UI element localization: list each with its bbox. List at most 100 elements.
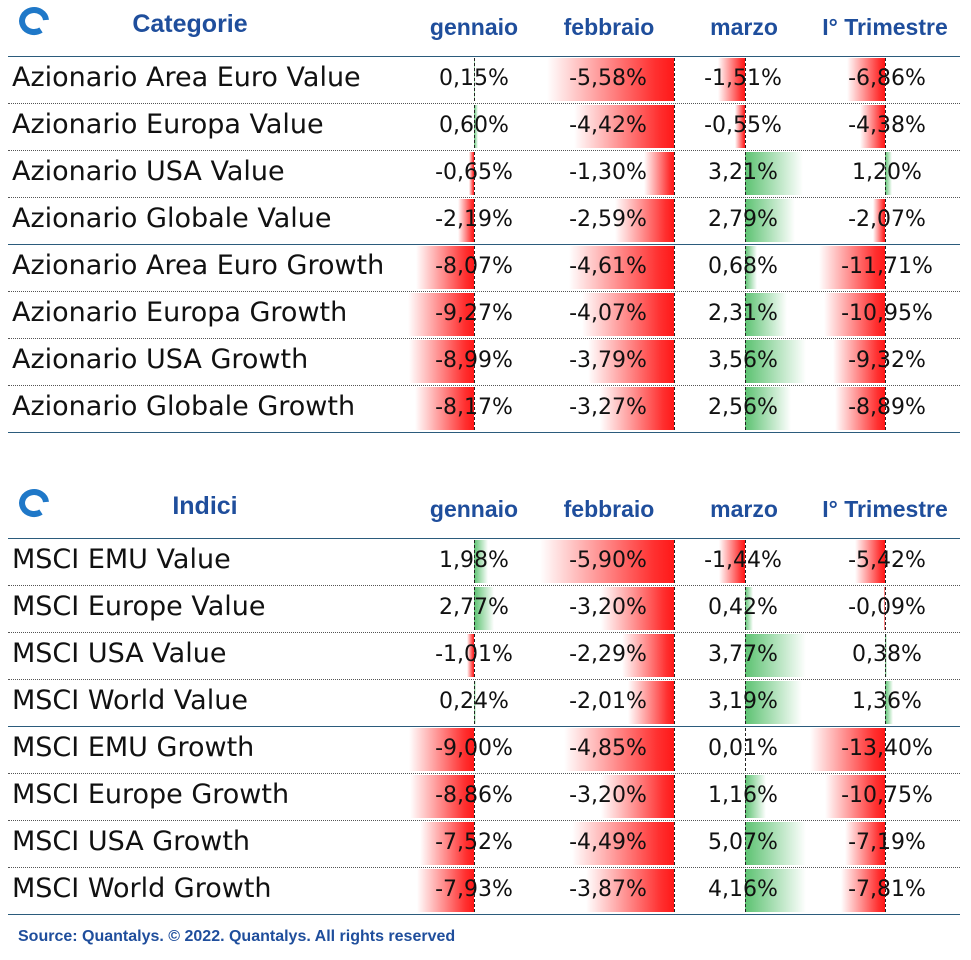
data-label: -6,86% — [848, 66, 926, 91]
column-header-febbraio: febbraio — [563, 496, 655, 522]
zero-axis-line — [885, 634, 886, 677]
data-label: -4,42% — [569, 113, 647, 138]
row-divider — [8, 867, 960, 868]
data-label: 1,98% — [439, 548, 509, 573]
row-label: MSCI USA Value — [12, 638, 227, 669]
data-label: -0,09% — [848, 595, 926, 620]
data-bar — [466, 634, 474, 677]
zero-axis-line — [674, 587, 675, 630]
data-bar — [735, 105, 745, 148]
zero-axis-line — [745, 869, 746, 912]
zero-axis-line — [885, 387, 886, 430]
column-header-marzo: marzo — [710, 496, 778, 522]
zero-axis-line — [674, 540, 675, 583]
data-label: -13,40% — [841, 736, 933, 761]
data-label: 0,24% — [439, 689, 509, 714]
row-label: MSCI World Growth — [12, 873, 272, 904]
data-label: 2,79% — [708, 207, 778, 232]
zero-axis-line — [474, 58, 475, 101]
zero-axis-line — [474, 340, 475, 383]
table-row: MSCI EMU Value 1,98% -5,90% -1,44% -5,42% — [0, 538, 971, 585]
zero-axis-line — [745, 775, 746, 818]
data-label: -9,32% — [848, 348, 926, 373]
zero-axis-line — [745, 340, 746, 383]
data-label: 0,15% — [439, 66, 509, 91]
data-bar — [745, 340, 806, 383]
row-divider — [8, 103, 960, 104]
data-bar — [719, 540, 745, 583]
zero-axis-line — [885, 293, 886, 336]
data-label: -1,44% — [704, 548, 782, 573]
row-divider — [8, 773, 960, 774]
zero-axis-line — [474, 681, 475, 724]
column-header-febbraio: febbraio — [563, 14, 655, 40]
row-divider — [8, 632, 960, 633]
row-divider — [8, 679, 960, 680]
data-bar — [824, 775, 885, 818]
data-bar — [415, 387, 474, 430]
zero-axis-line — [674, 869, 675, 912]
zero-axis-line — [674, 105, 675, 148]
row-label: Azionario Area Euro Value — [12, 62, 361, 93]
row-label: MSCI Europe Value — [12, 591, 266, 622]
data-bar — [873, 199, 885, 242]
table-row: Azionario USA Growth -8,99% -3,79% 3,56% -9,… — [0, 338, 971, 385]
row-divider — [8, 338, 960, 339]
data-label: 2,56% — [708, 395, 778, 420]
table-bottom-border — [8, 432, 960, 433]
zero-axis-line — [885, 58, 886, 101]
row-label: MSCI World Value — [12, 685, 248, 716]
row-label: MSCI EMU Value — [12, 544, 231, 575]
data-label: -7,93% — [435, 877, 513, 902]
row-divider — [8, 820, 960, 821]
zero-axis-line — [474, 869, 475, 912]
data-label: 0,42% — [708, 595, 778, 620]
table-row: MSCI USA Growth -7,52% -4,49% 5,07% -7,19% — [0, 820, 971, 867]
zero-axis-line — [474, 634, 475, 677]
zero-axis-line — [745, 105, 746, 148]
column-header-gennaio: gennaio — [429, 14, 519, 40]
data-bar — [823, 293, 885, 336]
zero-axis-line — [745, 728, 746, 771]
row-label: Azionario USA Growth — [12, 344, 309, 375]
source-footer: Source: Quantalys. © 2022. Quantalys. Al… — [18, 928, 456, 945]
zero-axis-line — [674, 199, 675, 242]
data-label: -10,95% — [841, 301, 933, 326]
data-bar — [860, 105, 885, 148]
zero-axis-line — [674, 387, 675, 430]
table-row: MSCI USA Value -1,01% -2,29% 3,77% 0,38% — [0, 632, 971, 679]
data-label: 3,19% — [708, 689, 778, 714]
indici-table: Indici gennaio febbraio marzo I° Trimest… — [0, 482, 971, 922]
data-label: 1,20% — [852, 160, 922, 185]
data-label: -8,99% — [435, 348, 513, 373]
data-label: 3,77% — [708, 642, 778, 667]
data-label: -3,87% — [569, 877, 647, 902]
data-label: -11,71% — [841, 254, 933, 279]
zero-axis-line — [885, 728, 886, 771]
data-label: -4,38% — [848, 113, 926, 138]
data-label: -7,19% — [848, 830, 926, 855]
zero-axis-line — [885, 775, 886, 818]
zero-axis-line — [674, 775, 675, 818]
data-bar — [885, 681, 893, 724]
data-bar — [615, 199, 674, 242]
data-bar — [540, 540, 674, 583]
table-row: MSCI EMU Growth -9,00% -4,85% 0,01% -13,40% — [0, 726, 971, 773]
data-label: -8,86% — [435, 783, 513, 808]
zero-axis-line — [745, 293, 746, 336]
data-label: -8,17% — [435, 395, 513, 420]
data-label: -10,75% — [841, 783, 933, 808]
data-label: -4,49% — [569, 830, 647, 855]
table-row: Azionario Area Euro Value 0,15% -5,58% -1,5… — [0, 56, 971, 103]
table-row: MSCI World Growth -7,93% -3,87% 4,16% -7,81% — [0, 867, 971, 914]
data-bar — [573, 105, 674, 148]
column-header-trimestre: I° Trimestre — [822, 496, 948, 522]
column-header-marzo: marzo — [710, 14, 778, 40]
data-bar — [599, 387, 674, 430]
row-divider — [8, 150, 960, 151]
data-bar — [601, 587, 674, 630]
row-divider — [8, 197, 960, 198]
data-bar — [745, 199, 796, 242]
data-label: -1,30% — [569, 160, 647, 185]
quantalys-logo-icon — [19, 489, 49, 517]
